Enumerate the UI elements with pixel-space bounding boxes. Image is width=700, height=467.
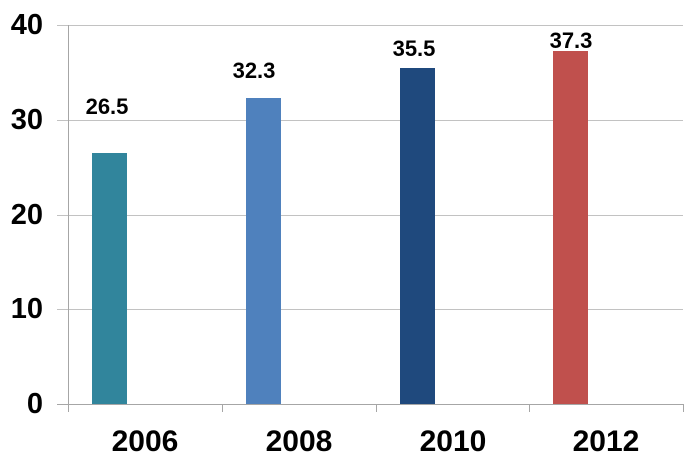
x-axis-tick (376, 404, 377, 412)
bar-2006 (92, 153, 127, 404)
bar-value-label-2006: 26.5 (85, 94, 129, 119)
x-axis-line (57, 404, 683, 405)
y-axis-tick-label-10: 10 (10, 293, 43, 325)
x-axis-category-label-2012: 2012 (572, 425, 640, 458)
bar-value-label-2010: 35.5 (392, 36, 436, 61)
y-gridline-30 (57, 120, 683, 121)
bar-2008 (246, 98, 281, 404)
y-gridline-40 (57, 25, 683, 26)
bar-2012 (553, 51, 588, 404)
x-axis-category-label-2008: 2008 (265, 425, 333, 458)
bar-value-label-2008: 32.3 (232, 58, 276, 83)
y-axis-tick-label-30: 30 (10, 104, 43, 136)
x-axis-category-label-2010: 2010 (419, 425, 487, 458)
x-axis-tick (222, 404, 223, 412)
x-axis-category-label-2006: 2006 (111, 425, 179, 458)
y-axis-tick-label-20: 20 (10, 199, 43, 231)
y-axis-tick-label-40: 40 (10, 9, 43, 41)
x-axis-tick (683, 404, 684, 412)
y-axis-tick-label-0: 0 (26, 388, 43, 420)
bar-value-label-2012: 37.3 (549, 28, 593, 53)
y-axis-line (68, 25, 69, 404)
y-gridline-20 (57, 215, 683, 216)
y-gridline-10 (57, 309, 683, 310)
bar-2010 (400, 68, 435, 404)
x-axis-tick (529, 404, 530, 412)
x-axis-tick (68, 404, 69, 412)
